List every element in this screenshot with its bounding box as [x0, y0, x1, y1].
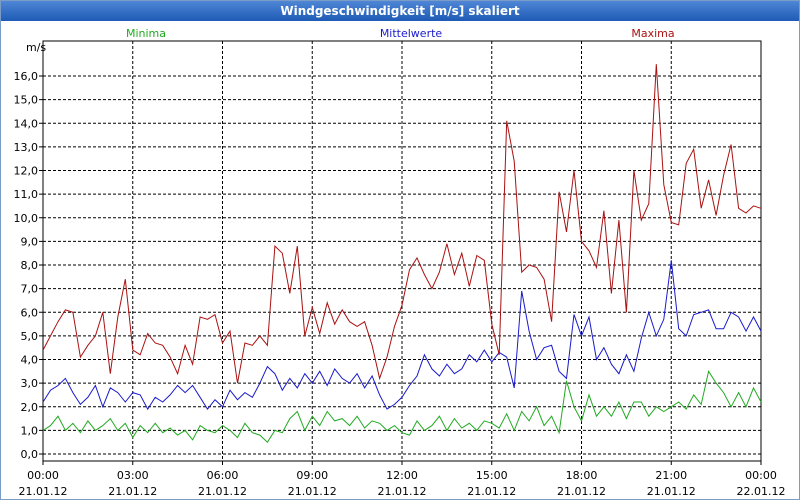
y-tick-label: 5,0 — [21, 330, 39, 343]
x-tick-date: 21.01.12 — [557, 485, 606, 498]
x-tick-date: 22.01.12 — [737, 485, 786, 498]
window-title: Windgeschwindigkeit [m/s] skaliert — [1, 1, 799, 21]
y-axis-label: m/s — [26, 41, 46, 54]
y-tick-label: 13,0 — [14, 141, 39, 154]
x-tick-date: 21.01.12 — [198, 485, 247, 498]
y-tick-label: 9,0 — [21, 235, 39, 248]
x-tick-date: 21.01.12 — [467, 485, 516, 498]
y-tick-label: 3,0 — [21, 377, 39, 390]
grid — [43, 41, 761, 461]
x-tick-time: 21:00 — [655, 469, 687, 482]
y-tick-label: 6,0 — [21, 306, 39, 319]
y-tick-label: 14,0 — [14, 117, 39, 130]
x-tick-time: 00:00 — [27, 469, 59, 482]
series-line-minima — [42, 370, 762, 443]
y-tick-label: 11,0 — [14, 188, 39, 201]
y-tick-label: 4,0 — [21, 354, 39, 367]
x-tick-time: 12:00 — [386, 469, 418, 482]
series-line-maxima — [42, 64, 762, 384]
y-tick-label: 15,0 — [14, 94, 39, 107]
x-tick-date: 21.01.12 — [108, 485, 157, 498]
x-tick-time: 03:00 — [117, 469, 149, 482]
y-tick-label: 12,0 — [14, 165, 39, 178]
x-tick-time: 09:00 — [296, 469, 328, 482]
y-tick-label: 16,0 — [14, 70, 39, 83]
axis-ticks: 0,0 1,0 2,0 3,0 4,0 5,0 6,0 7,0 8,0 9,0 10,0 11,0 12… — [14, 70, 786, 498]
y-tick-label: 7,0 — [21, 283, 39, 296]
y-tick-label: 8,0 — [21, 259, 39, 272]
legend-mittelwerte: Mittelwerte — [380, 27, 443, 40]
x-tick-date: 21.01.12 — [647, 485, 696, 498]
x-tick-date: 21.01.12 — [19, 485, 68, 498]
series-line-mittelwerte — [42, 260, 762, 411]
x-tick-time: 00:00 — [745, 469, 777, 482]
x-tick-time: 15:00 — [476, 469, 508, 482]
y-tick-label: 2,0 — [21, 401, 39, 414]
x-tick-date: 21.01.12 — [288, 485, 337, 498]
legend: Minima Mittelwerte Maxima — [126, 27, 675, 40]
x-tick-date: 21.01.12 — [378, 485, 427, 498]
y-tick-label: 10,0 — [14, 212, 39, 225]
y-tick-label: 0,0 — [21, 448, 39, 461]
legend-maxima: Maxima — [631, 27, 674, 40]
series-lines — [42, 64, 762, 443]
legend-minima: Minima — [126, 27, 166, 40]
y-tick-label: 1,0 — [21, 424, 39, 437]
x-tick-time: 18:00 — [566, 469, 598, 482]
x-tick-time: 06:00 — [207, 469, 239, 482]
